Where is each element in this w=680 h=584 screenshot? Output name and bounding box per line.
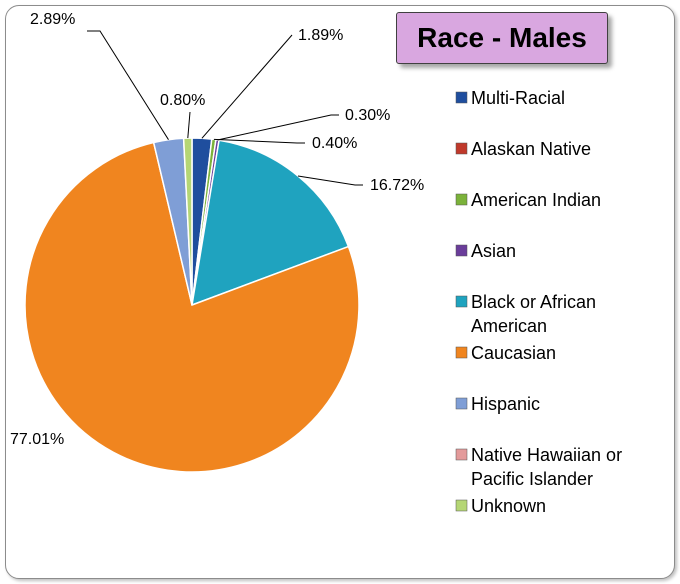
legend-label-unknown: Unknown xyxy=(471,496,546,516)
data-label-american-indian: 0.40% xyxy=(312,135,357,152)
leader-line-multi-racial xyxy=(201,34,293,139)
legend-label-caucasian: Caucasian xyxy=(471,343,556,363)
legend-label-line: Caucasian xyxy=(471,343,556,363)
data-label-hispanic: 2.89% xyxy=(30,11,75,28)
legend-label-native-hawaiian-or: Native Hawaiian or Pacific Islander xyxy=(471,445,622,489)
leader-line-unknown xyxy=(187,111,191,139)
data-label-asian: 0.30% xyxy=(345,107,390,124)
legend-label-line: Pacific Islander xyxy=(471,469,593,489)
legend-label-american-indian: American Indian xyxy=(471,190,601,210)
legend-label-multi-racial: Multi-Racial xyxy=(471,88,565,108)
legend-swatch-asian xyxy=(455,244,468,257)
legend-label-hispanic: Hispanic xyxy=(471,394,540,414)
chart-title: Race - Males xyxy=(396,12,608,64)
legend-label-line: Native Hawaiian or xyxy=(471,445,622,465)
legend-label-black-or-african: Black or African American xyxy=(471,292,596,336)
legend-label-line: Unknown xyxy=(471,496,546,516)
legend-swatch-black-or-african xyxy=(455,295,468,308)
legend-label-line: Black or African xyxy=(471,292,596,312)
legend-label-line: Asian xyxy=(471,241,516,261)
leader-line-asian xyxy=(217,114,339,141)
legend-label-line: Alaskan Native xyxy=(471,139,591,159)
legend-swatch-multi-racial xyxy=(455,91,468,104)
leader-line-american-indian xyxy=(213,138,305,144)
legend-label-line: American xyxy=(471,316,547,336)
pie-slice-black-or-african-american xyxy=(191,139,350,307)
legend-swatch-hispanic xyxy=(455,397,468,410)
legend-swatch-american-indian xyxy=(455,193,468,206)
legend-label-alaskan-native: Alaskan Native xyxy=(471,139,591,159)
legend-swatch-native-hawaiian-or xyxy=(455,448,468,461)
pie-slice-caucasian xyxy=(24,141,360,473)
legend-label-line: Multi-Racial xyxy=(471,88,565,108)
data-label-black-or-african-american: 16.72% xyxy=(370,177,424,194)
legend-label-line: Hispanic xyxy=(471,394,540,414)
legend-label-asian: Asian xyxy=(471,241,516,261)
legend-label-line: American Indian xyxy=(471,190,601,210)
data-label-unknown: 0.80% xyxy=(160,92,205,109)
leader-line-black-or-african-american xyxy=(297,175,363,186)
data-label-multi-racial: 1.89% xyxy=(298,27,343,44)
leader-line-hispanic xyxy=(87,30,169,140)
legend-swatch-unknown xyxy=(455,499,468,512)
legend-swatch-caucasian xyxy=(455,346,468,359)
legend-swatch-alaskan-native xyxy=(455,142,468,155)
data-label-caucasian: 77.01% xyxy=(10,431,64,448)
